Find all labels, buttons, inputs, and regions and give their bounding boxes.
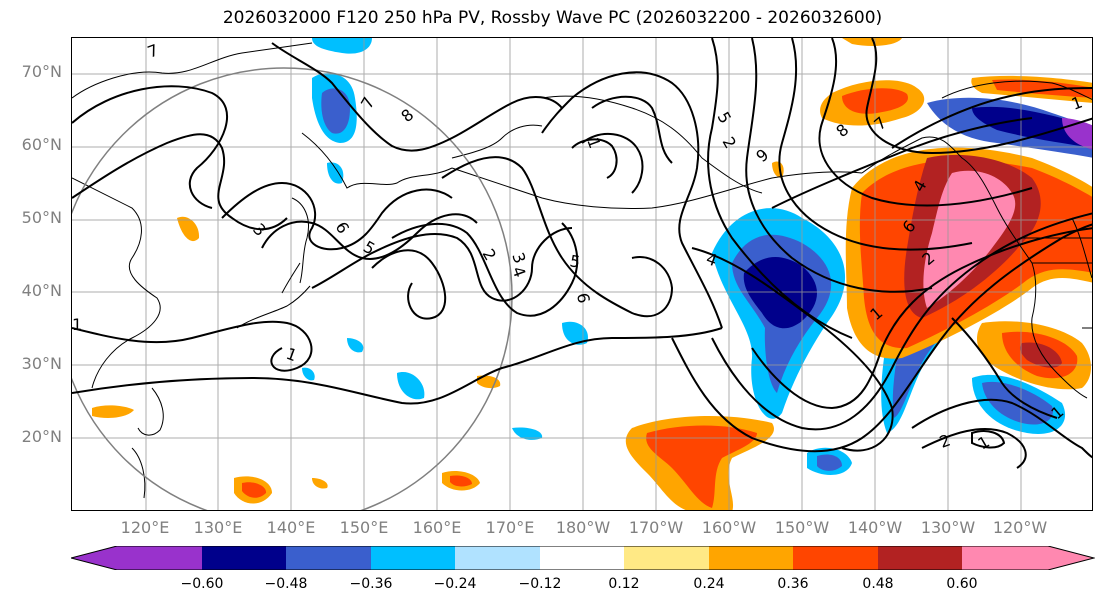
colorbar-tick: 0.36 (777, 576, 809, 592)
lon-label: 140°W (847, 518, 903, 537)
lon-label: 160°E (412, 518, 462, 537)
colorbar-tick: −0.48 (264, 576, 308, 592)
contour-label: 4 (508, 264, 529, 280)
map-canvas: 7 8 7 3 6 5 1 2 3 4 5 6 1 4 5 2 8 7 9 4 … (72, 38, 1092, 510)
contour-label: 7 (357, 94, 379, 112)
negative-anomaly-shading (302, 38, 1092, 475)
coastlines (72, 42, 1092, 499)
map-title: 2026032000 F120 250 hPa PV, Rossby Wave … (222, 8, 883, 28)
colorbar-swatch (878, 546, 963, 570)
contour-label: 6 (332, 219, 354, 237)
colorbar-tick: 0.24 (693, 576, 725, 592)
contour-label: 1 (72, 315, 82, 334)
lon-label: 150°W (774, 518, 830, 537)
lon-label: 160°W (701, 518, 757, 537)
contour-label: 2 (479, 246, 501, 264)
pv-contours (72, 38, 1092, 469)
colorbar-tick: −0.36 (349, 576, 393, 592)
colorbar-swatch (709, 546, 794, 570)
colorbar-outline (71, 546, 1095, 570)
domain-circle (72, 67, 513, 510)
lon-label: 120°W (992, 518, 1048, 537)
contour-label: 1 (284, 344, 300, 365)
lon-label: 150°E (339, 518, 389, 537)
colorbar-swatch (540, 546, 625, 570)
lon-label: 130°W (920, 518, 976, 537)
lon-label: 140°E (266, 518, 316, 537)
lat-label-50n: 50°N (21, 208, 62, 227)
colorbar (71, 546, 1095, 570)
colorbar-swatch (202, 546, 287, 570)
contour-label: 7 (145, 40, 161, 61)
colorbar-tick: −0.12 (518, 576, 562, 592)
lat-label-40n: 40°N (21, 281, 62, 300)
colorbar-tick: 0.12 (608, 576, 640, 592)
lon-label: 170°W (628, 518, 684, 537)
contour-label: 6 (573, 291, 593, 304)
lat-label-70n: 70°N (21, 62, 62, 81)
lat-label-20n: 20°N (21, 427, 62, 446)
lat-label-30n: 30°N (21, 354, 62, 373)
contour-label: 5 (568, 251, 581, 271)
colorbar-swatch (371, 546, 456, 570)
colorbar-swatch (455, 546, 540, 570)
contour-label: 5 (360, 237, 378, 259)
contour-label: 9 (752, 145, 772, 166)
map-panel: 7 8 7 3 6 5 1 2 3 4 5 6 1 4 5 2 8 7 9 4 … (71, 37, 1093, 511)
colorbar-swatch (793, 546, 878, 570)
graticule (72, 38, 1092, 510)
lon-label: 120°E (120, 518, 170, 537)
colorbar-tick: 0.60 (946, 576, 978, 592)
colorbar-swatch (962, 546, 1094, 570)
colorbar-swatch (286, 546, 371, 570)
contour-label: 1 (583, 135, 604, 151)
contour-label: 5 (714, 109, 736, 127)
lon-label: 180°W (555, 518, 611, 537)
lon-label: 170°E (485, 518, 535, 537)
lat-label-60n: 60°N (21, 135, 62, 154)
colorbar-swatch (624, 546, 709, 570)
colorbar-tick: 0.48 (862, 576, 894, 592)
contour-label: 2 (937, 430, 953, 451)
contour-label: 1 (975, 432, 993, 454)
lon-label: 130°E (193, 518, 243, 537)
colorbar-swatch (71, 546, 202, 570)
colorbar-tick: −0.24 (433, 576, 477, 592)
colorbar-tick: −0.60 (180, 576, 224, 592)
